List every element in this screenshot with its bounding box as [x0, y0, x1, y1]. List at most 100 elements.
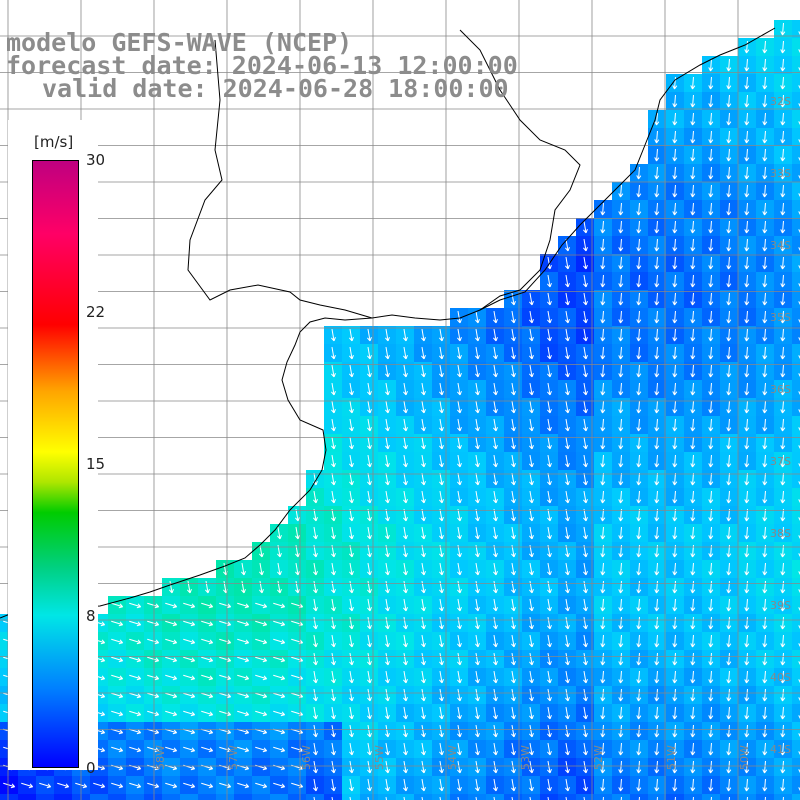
- wind-arrow: [744, 58, 750, 72]
- wind-arrow: [313, 761, 318, 774]
- wind-arrow: [636, 184, 642, 198]
- wind-arrow: [331, 329, 336, 342]
- wind-arrow: [565, 617, 570, 630]
- wind-arrow: [618, 436, 624, 450]
- wind-arrow: [421, 437, 426, 450]
- wind-arrow: [475, 707, 480, 720]
- wind-arrow: [690, 634, 696, 648]
- wind-arrow: [654, 490, 660, 504]
- wind-arrow: [367, 761, 372, 774]
- wind-arrow: [201, 620, 214, 627]
- wind-arrow: [654, 112, 660, 126]
- wind-arrow: [583, 725, 588, 738]
- wind-arrow: [600, 598, 606, 612]
- wind-arrow: [583, 365, 588, 378]
- wind-arrow: [726, 382, 732, 396]
- wind-arrow: [349, 419, 354, 432]
- wind-arrow: [529, 311, 534, 324]
- wind-cell: [90, 794, 108, 800]
- wind-cell: [792, 272, 800, 290]
- wind-arrow: [511, 707, 516, 720]
- wind-arrow: [726, 364, 732, 378]
- wind-arrow: [259, 563, 264, 576]
- wind-arrow: [385, 671, 390, 684]
- wind-arrow: [295, 581, 300, 594]
- wind-arrow: [708, 364, 714, 378]
- colorbar-tick-30: 30: [86, 151, 106, 169]
- wind-arrow: [277, 581, 282, 594]
- wind-arrow: [690, 184, 696, 198]
- wind-arrow: [129, 710, 142, 717]
- wind-arrow: [547, 689, 552, 702]
- wind-arrow: [147, 602, 160, 609]
- wind-arrow: [349, 329, 354, 342]
- wind-cell: [792, 218, 800, 236]
- wind-arrow: [762, 112, 768, 126]
- wind-arrow: [147, 620, 160, 627]
- wind-arrow: [511, 473, 516, 486]
- wind-arrow: [690, 418, 696, 432]
- wind-arrow: [746, 796, 748, 800]
- wind-arrow: [529, 365, 534, 378]
- wind-arrow: [565, 455, 570, 468]
- wind-arrow: [129, 602, 142, 609]
- wind-arrow: [349, 365, 354, 378]
- wind-arrow: [475, 797, 477, 800]
- wind-arrow: [439, 527, 444, 540]
- wind-arrow: [475, 401, 480, 414]
- wind-arrow: [367, 401, 372, 414]
- wind-arrow: [600, 724, 606, 738]
- wind-arrow: [313, 563, 318, 576]
- wind-arrow: [762, 166, 768, 180]
- wind-arrow: [636, 202, 642, 216]
- wind-arrow: [690, 364, 696, 378]
- wind-arrow: [636, 652, 642, 666]
- wind-arrow: [367, 365, 372, 378]
- wind-arrow: [547, 293, 552, 306]
- lon-label: 53W: [519, 745, 532, 770]
- wind-cell: [180, 794, 198, 800]
- wind-arrow: [511, 563, 516, 576]
- wind-arrow: [636, 724, 642, 738]
- wind-arrow: [780, 148, 786, 162]
- wind-arrow: [636, 364, 642, 378]
- wind-arrow: [421, 419, 426, 432]
- wind-arrow: [313, 473, 318, 486]
- wind-arrow: [762, 382, 768, 396]
- wind-arrow: [547, 707, 552, 720]
- wind-arrow: [618, 328, 624, 342]
- wind-arrow: [726, 166, 732, 180]
- wind-arrow: [583, 329, 588, 342]
- wind-arrow: [21, 782, 34, 789]
- wind-arrow: [600, 670, 606, 684]
- wind-arrow: [511, 599, 516, 612]
- wind-arrow: [708, 94, 714, 108]
- wind-arrow: [165, 692, 178, 699]
- wind-arrow: [762, 400, 768, 414]
- lon-label: 57W: [227, 745, 240, 770]
- wind-arrow: [529, 473, 534, 486]
- wind-cell: [18, 794, 36, 800]
- wind-cell: [792, 74, 800, 92]
- wind-arrow: [762, 274, 768, 288]
- wind-arrow: [708, 292, 714, 306]
- wind-cell: [792, 596, 800, 614]
- wind-arrow: [403, 401, 408, 414]
- wind-arrow: [385, 743, 390, 756]
- wind-arrow: [547, 671, 552, 684]
- wind-arrow: [439, 653, 444, 666]
- wind-cell: [792, 524, 800, 542]
- wind-arrow: [493, 761, 498, 774]
- wind-arrow: [457, 689, 462, 702]
- wind-arrow: [780, 436, 786, 450]
- wind-arrow: [547, 347, 552, 360]
- wind-arrow: [111, 746, 124, 753]
- wind-arrow: [780, 112, 786, 126]
- wind-arrow: [583, 527, 588, 540]
- wind-cell: [792, 578, 800, 596]
- wind-arrow: [654, 184, 660, 198]
- wind-arrow: [780, 418, 786, 432]
- wind-arrow: [726, 76, 732, 90]
- wind-arrow: [780, 58, 786, 72]
- wind-arrow: [780, 382, 786, 396]
